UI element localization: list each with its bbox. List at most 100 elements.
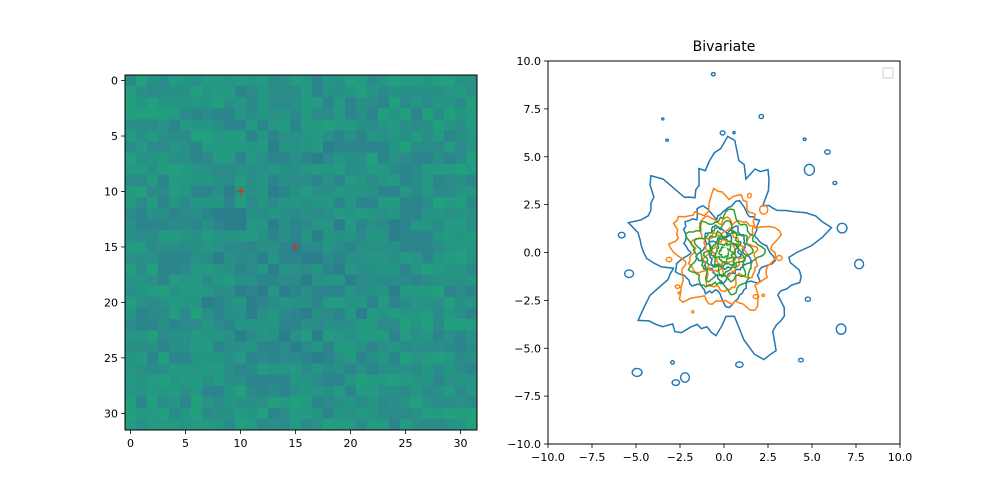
heatmap-cell: [235, 263, 247, 276]
heatmap-cell: [345, 363, 357, 375]
heatmap-y-tick-label: 30: [104, 407, 118, 420]
heatmap-cell: [136, 407, 148, 420]
heatmap-cell: [356, 163, 368, 176]
heatmap-cell: [312, 341, 324, 353]
heatmap-cell: [433, 307, 445, 320]
heatmap-cell: [279, 130, 291, 142]
contour-x-tick-label: 5.0: [803, 451, 821, 464]
heatmap-y-tick-label: 0: [111, 75, 118, 88]
contour-x-tick-label: −7.5: [579, 451, 606, 464]
heatmap-cell: [125, 75, 137, 87]
heatmap-cell: [202, 418, 214, 431]
heatmap-cell: [433, 363, 445, 375]
heatmap-cell: [312, 274, 324, 287]
heatmap-cell: [136, 141, 148, 154]
heatmap-cell: [389, 363, 401, 375]
heatmap-cell: [125, 374, 137, 387]
heatmap-cell: [268, 141, 280, 154]
heatmap-cell: [125, 141, 137, 154]
heatmap-cell: [422, 407, 434, 420]
contour-panel: Bivariate −10.0 −7.5 −5.0 −2.5 0.0 2.5 5.0 7.5 1…: [507, 39, 912, 464]
heatmap-cell: [191, 363, 203, 375]
heatmap-cell: [356, 330, 368, 342]
heatmap-cell: [466, 319, 478, 331]
contour-island: [775, 254, 783, 262]
heatmap-cell: [235, 174, 247, 187]
heatmap-cell: [411, 108, 423, 120]
contour-y-tick-label: −5.0: [514, 342, 541, 355]
heatmap-cell: [301, 241, 313, 253]
heatmap-cell: [345, 285, 357, 298]
contour-island: [665, 138, 670, 142]
heatmap-cell: [224, 274, 236, 287]
heatmap-cell: [180, 296, 192, 309]
heatmap-cell: [224, 185, 236, 198]
heatmap-cell: [345, 296, 357, 309]
heatmap-cell: [334, 185, 346, 198]
heatmap-cell: [444, 285, 456, 298]
heatmap-cell: [301, 108, 313, 120]
heatmap-cell: [444, 219, 456, 231]
heatmap-cell: [169, 285, 181, 298]
contour-island: [674, 284, 681, 289]
heatmap-cell: [191, 296, 203, 309]
heatmap-cell: [411, 374, 423, 387]
heatmap-cell: [345, 86, 357, 98]
heatmap-cell: [235, 219, 247, 231]
heatmap-cell: [334, 263, 346, 276]
heatmap-cell: [180, 86, 192, 98]
heatmap-cell: [367, 230, 379, 242]
heatmap-cell: [312, 319, 324, 331]
heatmap-cell: [367, 330, 379, 342]
heatmap-cell: [444, 130, 456, 142]
heatmap-cell: [301, 163, 313, 176]
heatmap-cell: [411, 208, 423, 220]
heatmap-cell: [378, 274, 390, 287]
heatmap-cell: [147, 385, 159, 398]
heatmap-cell: [202, 208, 214, 220]
heatmap-cell: [224, 152, 236, 165]
heatmap-cell: [235, 108, 247, 120]
heatmap-cell: [466, 208, 478, 220]
heatmap-cell: [378, 86, 390, 98]
heatmap-cell: [444, 330, 456, 342]
heatmap-cell: [246, 396, 258, 409]
heatmap-cell: [400, 418, 412, 431]
heatmap-cell: [389, 396, 401, 409]
heatmap-cell: [169, 274, 181, 287]
heatmap-cell: [180, 163, 192, 176]
heatmap-cell: [180, 307, 192, 320]
contour-island: [691, 309, 695, 314]
heatmap-cell: [400, 163, 412, 176]
heatmap-cell: [455, 97, 467, 109]
heatmap-cell: [136, 86, 148, 98]
heatmap-cell: [136, 296, 148, 309]
heatmap-cell: [411, 163, 423, 176]
heatmap-cell: [136, 374, 148, 387]
heatmap-cell: [235, 330, 247, 342]
heatmap-cell: [191, 119, 203, 131]
contour-y-tick-label: 2.5: [524, 199, 542, 212]
heatmap-cell: [367, 86, 379, 98]
heatmap-cell: [246, 319, 258, 331]
heatmap-cell: [279, 407, 291, 420]
heatmap-cell: [389, 119, 401, 131]
heatmap-cell: [400, 241, 412, 253]
heatmap-cell: [389, 374, 401, 387]
heatmap-cell: [400, 319, 412, 331]
contour-island: [758, 204, 769, 215]
heatmap-cell: [169, 363, 181, 375]
heatmap-cell: [147, 319, 159, 331]
heatmap-cell: [290, 385, 302, 398]
heatmap-cell: [147, 185, 159, 198]
heatmap-cell: [257, 163, 269, 176]
heatmap-cell: [345, 152, 357, 165]
heatmap-cell: [125, 252, 137, 264]
heatmap-cell: [345, 141, 357, 154]
heatmap-cell: [378, 352, 390, 364]
heatmap-cell: [356, 75, 368, 87]
heatmap-cell: [169, 296, 181, 309]
heatmap-cell: [180, 108, 192, 120]
heatmap-cell: [224, 75, 236, 87]
heatmap-cell: [345, 385, 357, 398]
